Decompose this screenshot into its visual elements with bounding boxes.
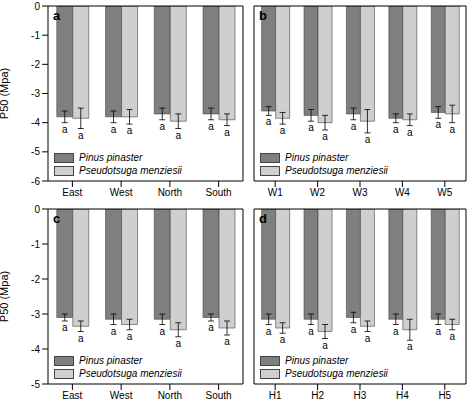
svg-text:a: a: [393, 326, 399, 337]
svg-text:a: a: [407, 127, 413, 138]
svg-text:a: a: [280, 125, 286, 136]
svg-text:a: a: [308, 122, 314, 133]
svg-text:a: a: [127, 331, 133, 342]
svg-text:-1: -1: [31, 30, 40, 41]
svg-text:-5: -5: [31, 379, 40, 390]
svg-text:a: a: [224, 336, 230, 347]
svg-text:W1: W1: [268, 187, 283, 198]
svg-text:-4: -4: [31, 117, 40, 128]
svg-text:0: 0: [34, 204, 40, 215]
svg-text:-2: -2: [31, 59, 40, 70]
svg-text:-3: -3: [31, 88, 40, 99]
svg-text:H3: H3: [354, 390, 367, 401]
html-text:c: c: [53, 211, 61, 226]
svg-text:North: North: [158, 390, 182, 401]
svg-text:a: a: [208, 322, 214, 333]
svg-text:-4: -4: [31, 344, 40, 355]
svg-text:H4: H4: [396, 390, 409, 401]
svg-text:a: a: [280, 334, 286, 345]
svg-text:West: West: [110, 390, 133, 401]
svg-text:a: a: [351, 121, 357, 132]
svg-text:a: a: [62, 322, 68, 333]
svg-text:H5: H5: [438, 390, 451, 401]
svg-text:East: East: [62, 390, 82, 401]
svg-text:a: a: [322, 340, 328, 351]
svg-text:a: a: [407, 341, 413, 352]
svg-text:a: a: [351, 324, 357, 335]
svg-text:East: East: [62, 187, 82, 198]
html-text:a: a: [53, 8, 61, 23]
svg-text:a: a: [208, 121, 214, 132]
svg-text:-3: -3: [31, 309, 40, 320]
svg-text:a: a: [127, 125, 133, 136]
svg-text:South: South: [206, 390, 232, 401]
svg-text:a: a: [159, 121, 165, 132]
svg-text:-6: -6: [31, 176, 40, 187]
svg-text:a: a: [365, 333, 371, 344]
html-text:Pseudotsuga menziesii: Pseudotsuga menziesii: [79, 165, 182, 176]
svg-text:a: a: [266, 116, 272, 127]
svg-text:West: West: [110, 187, 133, 198]
html-text:b: b: [259, 8, 267, 23]
html-text:Pinus pinaster: Pinus pinaster: [285, 355, 349, 366]
html-text:d: d: [259, 211, 267, 226]
svg-text:a: a: [78, 130, 84, 141]
svg-text:North: North: [158, 187, 182, 198]
svg-text:P50 (Mpa): P50 (Mpa): [8, 68, 10, 119]
svg-text:a: a: [449, 331, 455, 342]
svg-text:a: a: [224, 127, 230, 138]
svg-text:a: a: [393, 124, 399, 135]
html-text:Pinus pinaster: Pinus pinaster: [79, 355, 143, 366]
html-text:Pinus pinaster: Pinus pinaster: [285, 152, 349, 163]
html-text:Pseudotsuga menziesii: Pseudotsuga menziesii: [285, 165, 388, 176]
svg-text:H2: H2: [311, 390, 324, 401]
svg-text:a: a: [159, 326, 165, 337]
svg-text:-2: -2: [31, 274, 40, 285]
svg-text:a: a: [308, 326, 314, 337]
svg-text:0: 0: [34, 1, 40, 12]
svg-text:H1: H1: [269, 390, 282, 401]
svg-text:a: a: [266, 326, 272, 337]
svg-text:a: a: [435, 119, 441, 130]
svg-text:a: a: [365, 134, 371, 145]
svg-text:South: South: [206, 187, 232, 198]
svg-text:a: a: [175, 130, 181, 141]
svg-text:a: a: [111, 326, 117, 337]
svg-text:a: a: [111, 124, 117, 135]
svg-text:-5: -5: [31, 146, 40, 157]
svg-text:a: a: [78, 333, 84, 344]
svg-text:a: a: [322, 131, 328, 142]
svg-text:P50 (Mpa): P50 (Mpa): [8, 271, 10, 322]
svg-text:a: a: [175, 338, 181, 349]
html-text:Pinus pinaster: Pinus pinaster: [79, 152, 143, 163]
svg-text:W3: W3: [353, 187, 368, 198]
svg-text:a: a: [449, 124, 455, 135]
svg-text:W4: W4: [395, 187, 410, 198]
svg-text:a: a: [62, 124, 68, 135]
svg-text:-1: -1: [31, 239, 40, 250]
svg-text:a: a: [435, 326, 441, 337]
html-text:Pseudotsuga menziesii: Pseudotsuga menziesii: [285, 368, 388, 379]
html-text:Pseudotsuga menziesii: Pseudotsuga menziesii: [79, 368, 182, 379]
svg-text:W2: W2: [310, 187, 325, 198]
svg-text:W5: W5: [437, 187, 452, 198]
